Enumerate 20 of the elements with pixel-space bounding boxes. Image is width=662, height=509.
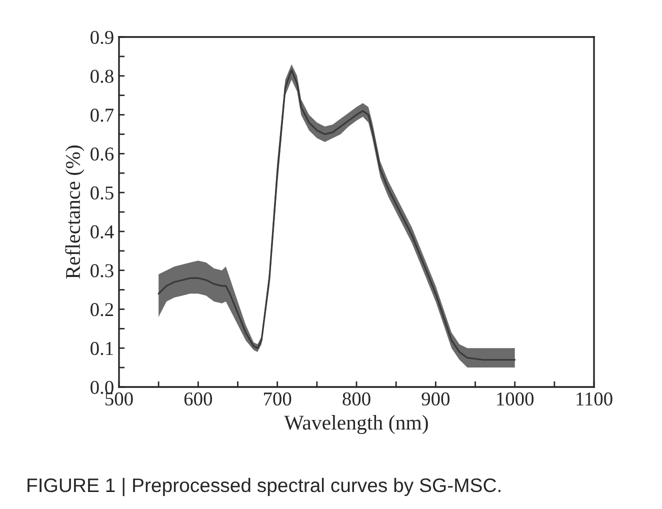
x-tick-label: 1100 bbox=[576, 392, 612, 406]
y-tick-label: 0.2 bbox=[90, 303, 114, 316]
y-tick-label: 0.5 bbox=[90, 186, 114, 200]
y-tick-label: 0.4 bbox=[90, 225, 114, 238]
y-tick-label: 0.7 bbox=[90, 108, 114, 122]
x-tick-label: 900 bbox=[422, 392, 450, 406]
x-tick-label: 500 bbox=[106, 392, 133, 406]
x-axis-title: Wavelength (nm) bbox=[284, 415, 428, 434]
x-tick-label: 1000 bbox=[497, 392, 534, 406]
caption: FIGURE 1 | Preprocessed spectral curves by SG-MSC. bbox=[28, 478, 500, 496]
x-tick-label: 700 bbox=[264, 392, 292, 406]
y-axis-title: Reflectance (%) bbox=[65, 146, 84, 279]
y-tick-label: 0.0 bbox=[90, 380, 114, 394]
x-tick-label: 800 bbox=[342, 392, 370, 406]
y-tick-label: 0.1 bbox=[90, 342, 113, 356]
y-tick-label: 0.9 bbox=[90, 30, 114, 44]
y-tick-label: 0.8 bbox=[90, 70, 114, 83]
x-tick-label: 600 bbox=[184, 392, 212, 406]
y-tick-label: 0.6 bbox=[90, 147, 114, 161]
y-tick-label: 0.3 bbox=[90, 264, 114, 278]
